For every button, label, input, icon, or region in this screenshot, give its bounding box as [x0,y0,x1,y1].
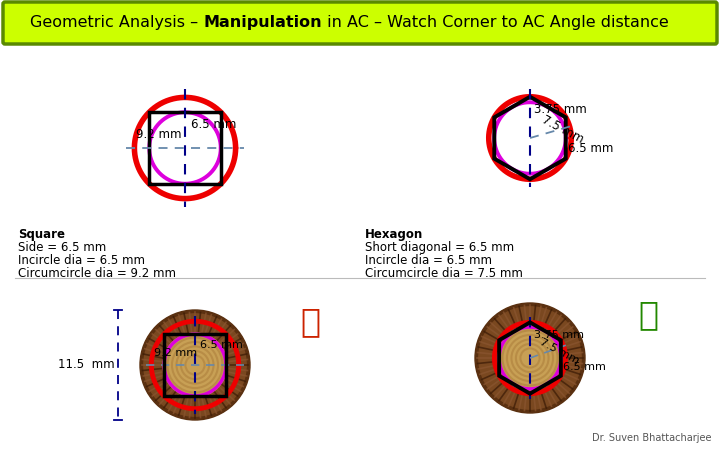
Text: Side = 6.5 mm: Side = 6.5 mm [18,241,107,254]
Text: 6.5 mm: 6.5 mm [563,362,606,372]
Text: 6.5 mm: 6.5 mm [191,118,236,131]
Text: Circumcircle dia = 9.2 mm: Circumcircle dia = 9.2 mm [18,267,176,280]
Text: Hexagon: Hexagon [365,228,423,241]
Text: Short diagonal = 6.5 mm: Short diagonal = 6.5 mm [365,241,514,254]
Text: Circumcircle dia = 7.5 mm: Circumcircle dia = 7.5 mm [365,267,523,280]
Text: Incircle dia = 6.5 mm: Incircle dia = 6.5 mm [18,254,145,267]
Text: 6.5 mm: 6.5 mm [200,340,243,350]
Text: 7.5 mm: 7.5 mm [540,113,586,146]
Text: 👎: 👎 [300,306,320,338]
Text: 👍: 👍 [638,298,658,332]
Circle shape [140,310,250,420]
Circle shape [144,314,246,416]
Text: 6.5 mm: 6.5 mm [568,142,613,155]
Circle shape [163,333,227,397]
Circle shape [479,307,581,409]
Text: Dr. Suven Bhattacharjee: Dr. Suven Bhattacharjee [593,433,712,443]
Text: Geometric Analysis –: Geometric Analysis – [30,15,203,31]
Circle shape [475,303,585,413]
Text: 3.75 mm: 3.75 mm [534,104,587,117]
FancyBboxPatch shape [3,2,717,44]
Circle shape [498,326,562,390]
Text: Incircle dia = 6.5 mm: Incircle dia = 6.5 mm [365,254,492,267]
Text: in AC – Watch Corner to AC Angle distance: in AC – Watch Corner to AC Angle distanc… [322,15,669,31]
Text: 7.5 mm: 7.5 mm [538,337,580,366]
Text: Manipulation: Manipulation [203,15,322,31]
Text: 11.5  mm: 11.5 mm [58,359,115,372]
Text: 9.2 mm: 9.2 mm [154,348,197,358]
Text: 9.2 mm: 9.2 mm [136,128,182,141]
Text: Square: Square [18,228,65,241]
Text: 3.75 mm: 3.75 mm [534,330,584,340]
